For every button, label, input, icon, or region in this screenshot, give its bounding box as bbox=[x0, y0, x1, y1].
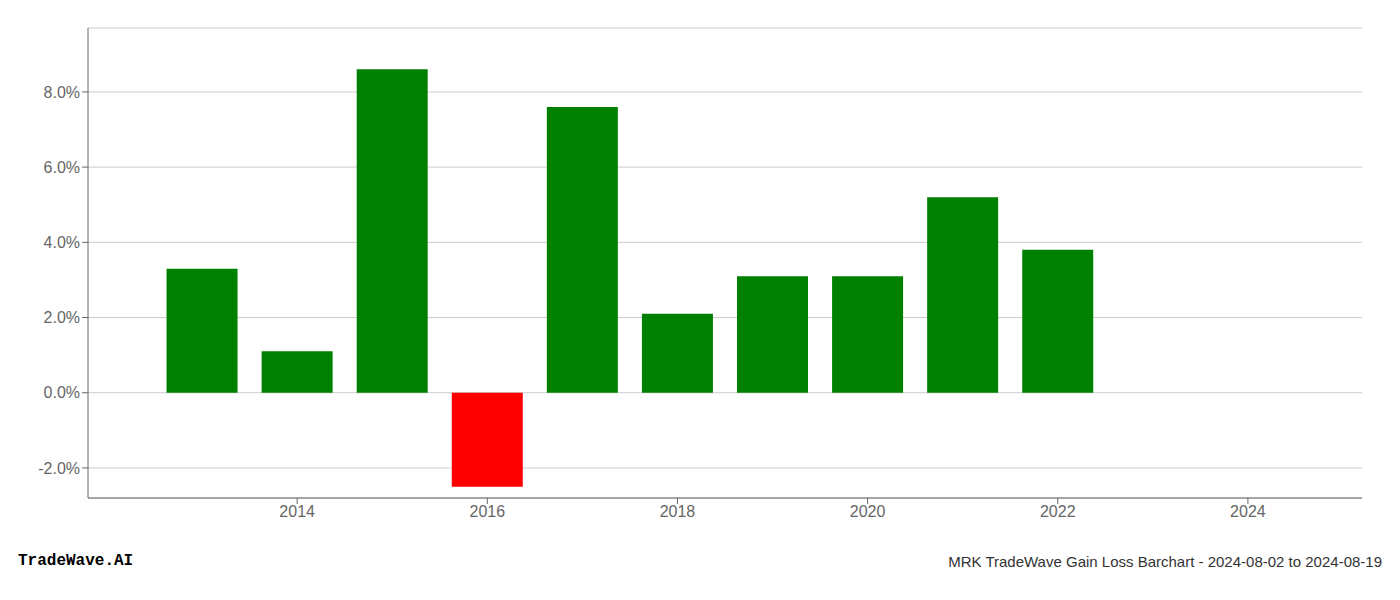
svg-text:2018: 2018 bbox=[660, 503, 696, 520]
svg-text:6.0%: 6.0% bbox=[44, 159, 80, 176]
svg-text:8.0%: 8.0% bbox=[44, 84, 80, 101]
svg-text:2.0%: 2.0% bbox=[44, 309, 80, 326]
html-text:TradeWave.AI: TradeWave.AI bbox=[18, 552, 134, 570]
svg-text:2020: 2020 bbox=[850, 503, 886, 520]
svg-text:4.0%: 4.0% bbox=[44, 234, 80, 251]
html-text:MRK TradeWave Gain Loss Barcha: MRK TradeWave Gain Loss Barchart - 2024-… bbox=[948, 553, 1382, 570]
svg-text:2024: 2024 bbox=[1230, 503, 1266, 520]
svg-text:2022: 2022 bbox=[1040, 503, 1076, 520]
svg-text:-2.0%: -2.0% bbox=[38, 460, 80, 477]
svg-text:2014: 2014 bbox=[279, 503, 315, 520]
svg-text:2016: 2016 bbox=[470, 503, 506, 520]
svg-text:0.0%: 0.0% bbox=[44, 384, 80, 401]
